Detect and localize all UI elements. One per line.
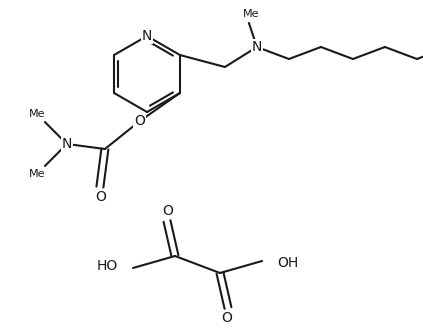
Text: Me: Me — [243, 9, 259, 19]
Text: O: O — [96, 190, 106, 204]
Text: OH: OH — [277, 256, 298, 270]
Text: N: N — [62, 137, 72, 151]
Text: Me: Me — [29, 109, 45, 119]
Text: O: O — [222, 311, 232, 325]
Text: O: O — [135, 114, 146, 128]
Text: O: O — [162, 204, 173, 218]
Text: Me: Me — [29, 169, 45, 179]
Text: N: N — [252, 40, 262, 54]
Text: N: N — [142, 29, 152, 43]
Text: HO: HO — [97, 259, 118, 273]
